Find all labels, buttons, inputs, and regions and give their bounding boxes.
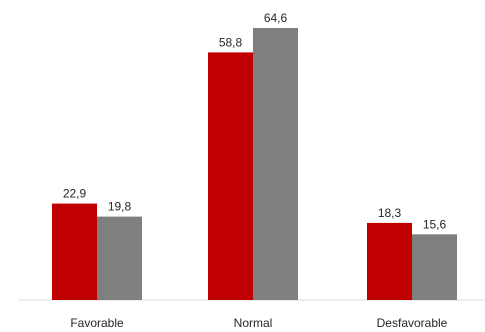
category-label-normal: Normal xyxy=(234,316,273,330)
bar-desfavorable-series-1 xyxy=(367,222,412,300)
data-label-normal-series-1: 58,8 xyxy=(219,35,243,49)
data-label-normal-series-2: 64,6 xyxy=(264,11,288,25)
bar-desfavorable-series-2 xyxy=(412,234,457,300)
data-label-favorable-series-2: 19,8 xyxy=(108,200,132,214)
label-group: 22,9 19,8 Favorable 58,8 64,6 Normal 18,3 15,6 D… xyxy=(63,11,448,330)
category-label-desfavorable: Desfavorable xyxy=(377,316,448,330)
category-label-favorable: Favorable xyxy=(70,316,124,330)
bar-normal-series-2 xyxy=(253,28,298,300)
bar-favorable-series-1 xyxy=(52,203,97,300)
bar-group xyxy=(52,28,457,301)
bar-favorable-series-2 xyxy=(97,216,142,300)
bar-normal-series-1 xyxy=(208,52,253,301)
data-label-desfavorable-series-1: 18,3 xyxy=(378,206,402,220)
data-label-desfavorable-series-2: 15,6 xyxy=(423,217,447,231)
data-label-favorable-series-1: 22,9 xyxy=(63,187,87,201)
